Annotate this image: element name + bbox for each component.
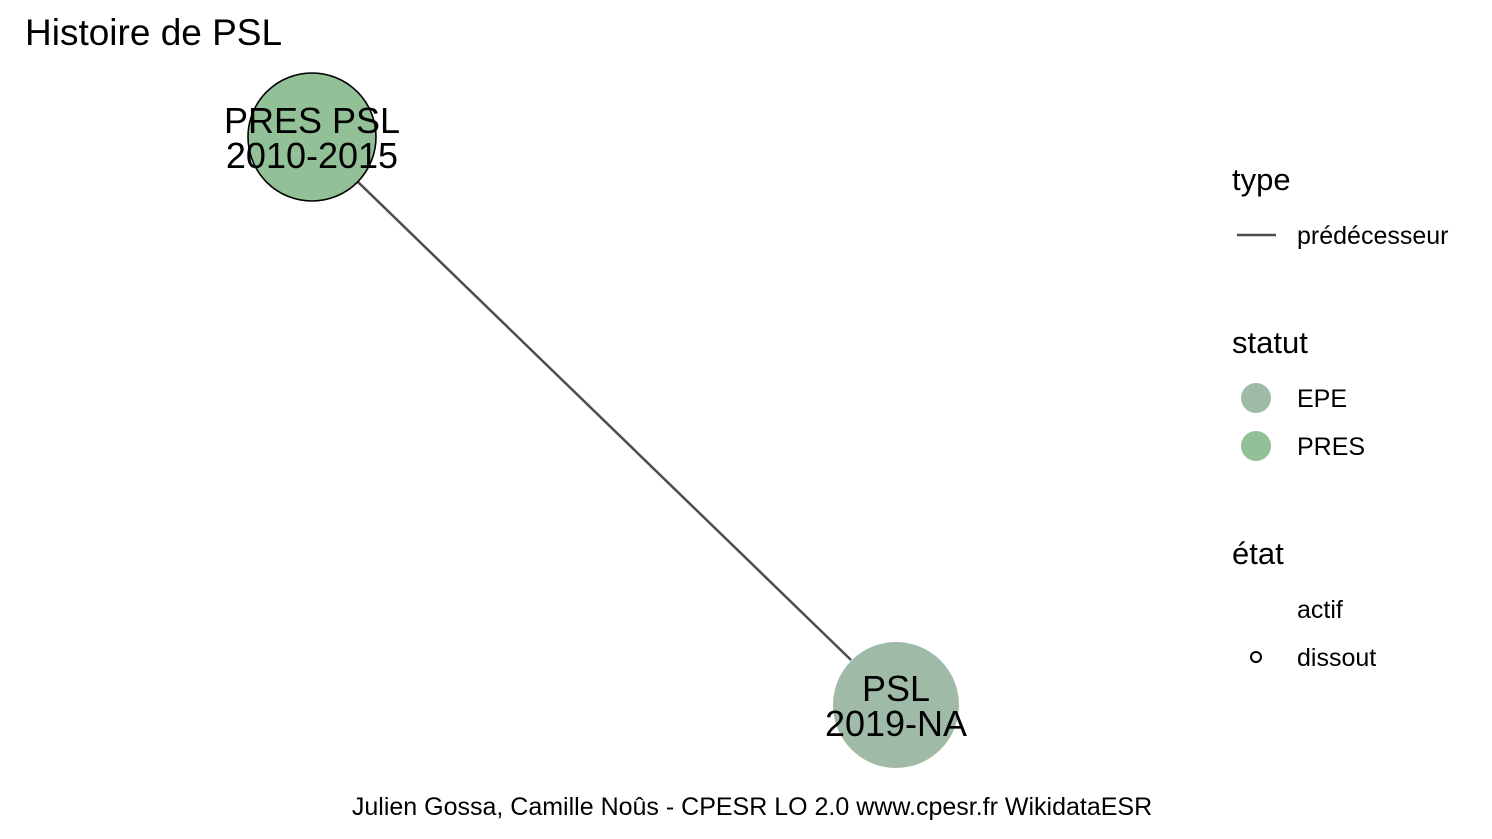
legend-label-predecesseur: prédécesseur xyxy=(1297,222,1448,250)
legend-key-ring-dissout xyxy=(1250,651,1262,663)
legend-type: type prédécesseur xyxy=(1232,162,1448,250)
node-period: 2019-NA xyxy=(825,703,967,744)
node-psl: PSL 2019-NA xyxy=(825,642,967,768)
node-name: PRES PSL xyxy=(224,100,400,141)
edge-predecesseur xyxy=(357,181,852,661)
node-pres-psl: PRES PSL 2010-2015 xyxy=(224,72,400,202)
node-name: PSL xyxy=(862,668,930,709)
node-circle xyxy=(833,642,959,768)
node-circle xyxy=(247,72,377,202)
legend-title-statut: statut xyxy=(1232,325,1308,360)
legend-label-epe: EPE xyxy=(1297,385,1347,413)
legend-label-actif: actif xyxy=(1297,596,1343,624)
legend-label-pres: PRES xyxy=(1297,433,1365,461)
legend-key-dot-pres xyxy=(1241,431,1271,461)
legend-statut: statut EPE PRES xyxy=(1232,325,1365,461)
legend-label-dissout: dissout xyxy=(1297,644,1376,672)
legend-title-etat: état xyxy=(1232,536,1284,571)
legend-title-type: type xyxy=(1232,162,1291,197)
graph-title: Histoire de PSL xyxy=(25,12,282,53)
node-period: 2010-2015 xyxy=(226,135,398,176)
caption: Julien Gossa, Camille Noûs - CPESR LO 2.… xyxy=(352,793,1152,821)
legend-etat: état actif dissout xyxy=(1232,536,1376,672)
legend-key-dot-epe xyxy=(1241,383,1271,413)
